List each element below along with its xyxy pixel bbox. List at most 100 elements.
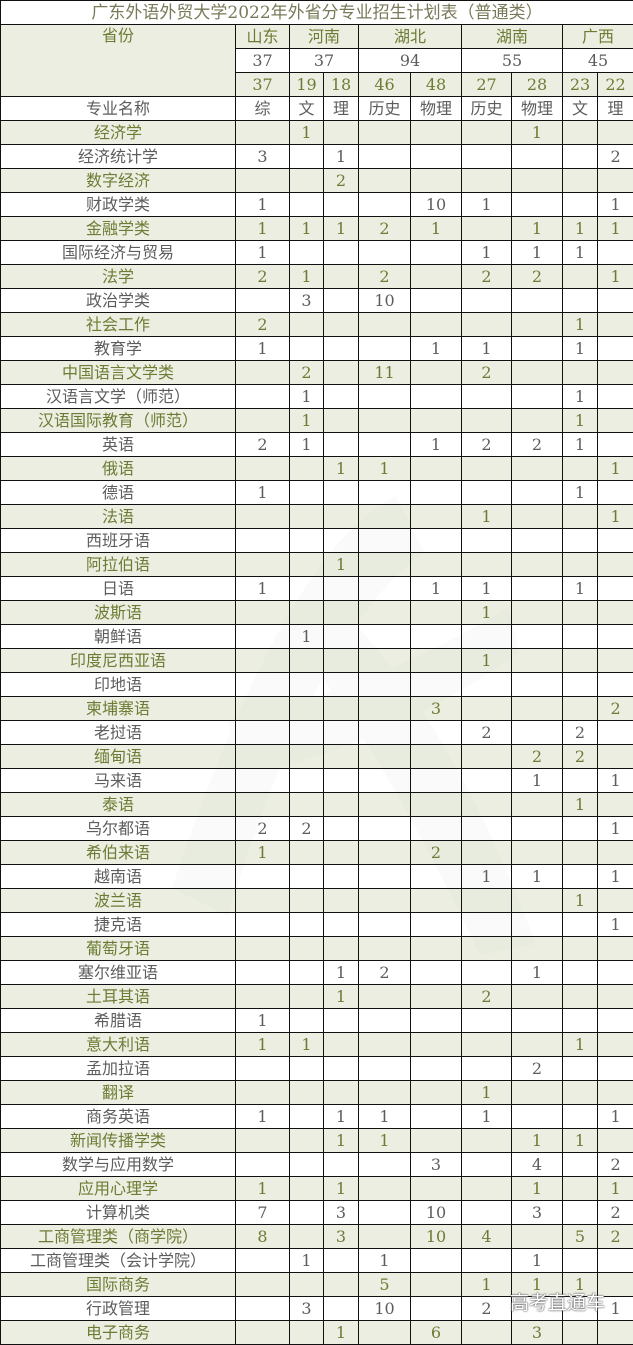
quota-cell bbox=[596, 528, 633, 553]
major-name: 教育学 bbox=[0, 336, 236, 361]
quota-cell bbox=[596, 1032, 633, 1057]
quota-cell bbox=[358, 1032, 411, 1057]
sub-count: 22 bbox=[596, 72, 633, 97]
quota-cell bbox=[289, 720, 324, 745]
quota-cell bbox=[235, 672, 290, 697]
quota-cell: 10 bbox=[358, 288, 411, 313]
quota-cell bbox=[562, 144, 598, 169]
quota-cell bbox=[461, 888, 512, 913]
quota-cell bbox=[461, 384, 512, 409]
quota-cell bbox=[461, 1176, 512, 1201]
table-row: 汉语国际教育（师范） 1 1 bbox=[0, 408, 633, 433]
quota-cell bbox=[410, 720, 462, 745]
quota-cell bbox=[562, 1176, 598, 1201]
table-row: 国际商务 5 1 1 1 bbox=[0, 1272, 633, 1297]
quota-cell bbox=[511, 288, 563, 313]
quota-cell bbox=[596, 624, 633, 649]
quota-cell bbox=[562, 864, 598, 889]
subject-type: 文 bbox=[289, 96, 324, 121]
quota-cell bbox=[511, 888, 563, 913]
quota-cell bbox=[235, 792, 290, 817]
quota-cell bbox=[358, 240, 411, 265]
quota-cell bbox=[235, 1320, 290, 1345]
quota-cell: 1 bbox=[235, 336, 290, 361]
table-row: 希腊语 1 bbox=[0, 1008, 633, 1033]
quota-cell bbox=[410, 360, 462, 385]
quota-cell bbox=[596, 240, 633, 265]
quota-cell bbox=[410, 768, 462, 793]
quota-cell: 1 bbox=[596, 768, 633, 793]
quota-cell bbox=[511, 1224, 563, 1249]
quota-cell: 1 bbox=[289, 264, 324, 289]
quota-cell: 2 bbox=[235, 432, 290, 457]
quota-cell bbox=[235, 1248, 290, 1273]
quota-cell bbox=[323, 1056, 359, 1081]
quota-cell bbox=[596, 120, 633, 145]
quota-cell bbox=[358, 984, 411, 1009]
quota-cell bbox=[358, 696, 411, 721]
major-name: 英语 bbox=[0, 432, 236, 457]
quota-cell: 2 bbox=[511, 1056, 563, 1081]
table-row: 法语 1 1 bbox=[0, 504, 633, 529]
quota-cell bbox=[410, 600, 462, 625]
quota-cell: 2 bbox=[235, 816, 290, 841]
quota-cell: 1 bbox=[289, 432, 324, 457]
quota-cell bbox=[596, 1128, 633, 1153]
quota-cell bbox=[596, 1056, 633, 1081]
quota-cell bbox=[289, 648, 324, 673]
quota-cell bbox=[289, 480, 324, 505]
table-row: 印地语 bbox=[0, 672, 633, 697]
quota-cell: 1 bbox=[410, 432, 462, 457]
quota-cell: 10 bbox=[410, 192, 462, 217]
quota-cell bbox=[596, 720, 633, 745]
quota-cell bbox=[235, 288, 290, 313]
quota-cell bbox=[562, 1080, 598, 1105]
quota-cell: 1 bbox=[235, 1176, 290, 1201]
table-row: 计算机类 7 3 10 3 2 bbox=[0, 1200, 633, 1225]
quota-cell bbox=[410, 1296, 462, 1321]
quota-cell: 7 bbox=[235, 1200, 290, 1225]
quota-cell: 2 bbox=[562, 720, 598, 745]
quota-cell bbox=[596, 168, 633, 193]
quota-cell bbox=[289, 696, 324, 721]
quota-cell bbox=[596, 984, 633, 1009]
province-name: 河南 bbox=[289, 24, 359, 49]
major-name: 数学与应用数学 bbox=[0, 1152, 236, 1177]
quota-cell bbox=[235, 912, 290, 937]
quota-cell bbox=[461, 936, 512, 961]
quota-cell: 1 bbox=[596, 456, 633, 481]
table-row: 西班牙语 bbox=[0, 528, 633, 553]
quota-cell bbox=[410, 792, 462, 817]
quota-cell bbox=[323, 408, 359, 433]
quota-cell bbox=[358, 1200, 411, 1225]
quota-cell bbox=[323, 816, 359, 841]
quota-cell bbox=[235, 168, 290, 193]
table-row: 汉语言文学（师范） 1 1 bbox=[0, 384, 633, 409]
quota-cell: 1 bbox=[562, 216, 598, 241]
quota-cell bbox=[596, 552, 633, 577]
quota-cell bbox=[461, 120, 512, 145]
major-name: 德语 bbox=[0, 480, 236, 505]
quota-cell bbox=[461, 1032, 512, 1057]
quota-cell bbox=[323, 888, 359, 913]
major-name: 计算机类 bbox=[0, 1200, 236, 1225]
quota-cell bbox=[323, 120, 359, 145]
quota-cell: 2 bbox=[358, 264, 411, 289]
table-row: 财政学类 1 10 1 1 bbox=[0, 192, 633, 217]
quota-cell bbox=[461, 1320, 512, 1345]
quota-cell bbox=[235, 744, 290, 769]
quota-cell: 1 bbox=[461, 504, 512, 529]
quota-cell bbox=[289, 528, 324, 553]
table-row: 工商管理类（商学院） 8 3 10 4 5 2 bbox=[0, 1224, 633, 1249]
quota-cell: 3 bbox=[323, 1200, 359, 1225]
quota-cell: 1 bbox=[596, 864, 633, 889]
quota-cell bbox=[235, 504, 290, 529]
quota-cell bbox=[511, 1032, 563, 1057]
quota-cell bbox=[511, 672, 563, 697]
quota-cell bbox=[323, 528, 359, 553]
quota-cell bbox=[596, 672, 633, 697]
quota-cell bbox=[410, 480, 462, 505]
quota-cell bbox=[410, 912, 462, 937]
table-row: 老挝语 2 2 bbox=[0, 720, 633, 745]
quota-cell: 6 bbox=[410, 1320, 462, 1345]
